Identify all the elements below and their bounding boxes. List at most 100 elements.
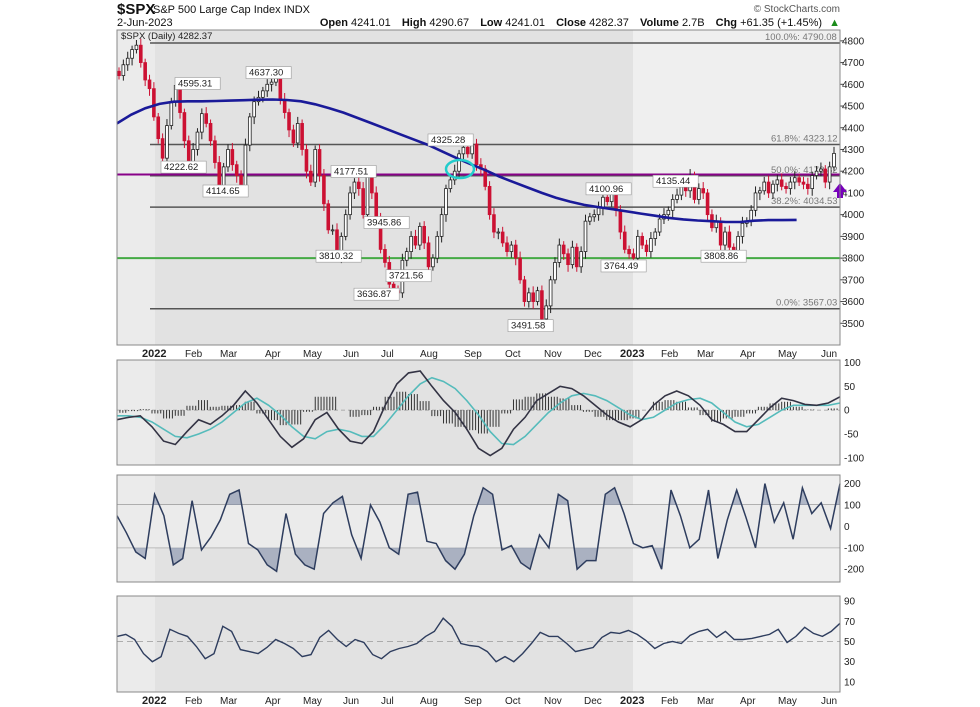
candle-body [422,225,426,244]
candle-body [797,177,801,183]
x-axis-label-bottom: Jul [381,696,394,707]
candle-body [544,305,549,320]
annotation-box [245,66,292,79]
candle-body [278,75,283,100]
candle-body [653,231,658,239]
candle-body [832,152,836,168]
candle-body [592,214,597,218]
price-annotation: 4595.31 [174,77,221,90]
cci-fill [117,483,840,572]
x-axis-label: Apr [740,349,756,360]
x-axis-label: May [778,349,797,360]
candle-body [566,253,570,266]
candle-body [570,246,575,266]
candle-body [313,149,317,183]
candle-body [125,57,130,66]
candle-body [130,49,134,59]
annotation-box [174,77,221,90]
x-axis-label-bottom: Feb [661,696,679,707]
candle-body [675,194,679,200]
candle-body [513,244,518,259]
y-tick-label: 3500 [842,319,865,330]
cci-tick-label: -100 [844,543,864,554]
macd-tick-label: 100 [844,358,861,369]
annotation-text: 4100.96 [589,184,623,195]
candle-body [636,235,640,259]
candle-body [605,196,610,203]
highlight-circle [444,158,476,180]
exchange-code: INDX [283,4,310,16]
copyright-notice[interactable]: © StockCharts.com [753,4,840,15]
candle-body [152,88,156,118]
candle-body [226,149,230,168]
candle-body [404,251,409,261]
annotation-box [585,182,632,196]
candle-body [801,181,806,185]
candle-body [309,170,313,183]
panel-border-cci [116,474,841,583]
x-axis-label: 2023 [620,348,644,360]
price-annotation: 3491.58 [507,319,554,333]
candle-body [640,235,644,246]
close-value: 4282.37 [589,17,629,29]
chart-header: $SPX S&P 500 Large Cap Index INDX 2-Jun-… [117,0,840,32]
x-axis-label-bottom: Oct [505,696,521,707]
candle-body [182,112,187,142]
candle-body [448,179,453,189]
candle-body [165,125,169,159]
candle-body [444,188,448,216]
candle-body [160,138,165,159]
candle-body [200,113,204,133]
candle-body [322,175,326,205]
candle-body [269,81,274,85]
candle-body [784,186,788,189]
candle-body [574,246,579,268]
x-axis-label-bottom: Apr [740,696,756,707]
y-tick-label: 4800 [842,36,865,47]
price-annotation: 4222.62 [160,160,207,174]
annotation-text: 3810.32 [319,251,353,262]
candle-body [561,244,566,255]
fib-label: 50.0%: 4178.82 [771,165,838,176]
candle-body [452,170,457,181]
annotation-text: 4637.30 [249,68,283,79]
candle-body [117,70,121,77]
annotation-box [202,184,249,198]
candle-body [522,279,527,302]
annotation-text: 3945.86 [367,218,401,229]
annotation-text: 4135.44 [656,176,690,187]
panel-border-macd [116,359,841,466]
index-name: S&P 500 Large Cap Index INDX [153,4,310,16]
annotation-box [427,133,474,147]
x-axis-label-bottom: Apr [265,696,281,707]
candle-body [295,123,300,144]
y-tick-label: 4000 [842,210,865,221]
candle-body [657,218,662,233]
candle-body [627,249,631,255]
change-value: +61.35 (+1.45%) [740,17,823,29]
year-2023-shade-rsi [633,596,840,692]
candle-body [779,179,784,187]
x-axis-label: Mar [220,349,238,360]
candle-body [631,253,636,259]
candle-body [723,231,727,246]
candle-body [383,249,387,263]
y-tick-label: 4100 [842,188,865,199]
x-axis-label-bottom: Mar [697,696,715,707]
ticker-symbol[interactable]: $SPX [117,1,156,18]
open-value: 4241.01 [351,17,391,29]
candle-body [553,262,557,281]
x-axis-label-bottom: 2023 [620,695,644,707]
x-axis-label-bottom: Aug [420,696,438,707]
x-axis-label: Oct [505,349,521,360]
volume-value: 2.7B [681,17,705,29]
quote-summary: Open 4241.01 High 4290.67 Low 4241.01 Cl… [312,17,840,29]
price-annotation: 4135.44 [652,174,699,188]
price-annotation: 3808.86 [700,249,747,263]
x-axis-label-bottom: Dec [584,696,602,707]
low-value: 4241.01 [505,17,546,29]
y-tick-label: 3800 [842,254,865,265]
candle-body [758,190,762,194]
rsi-tick-label: 10 [844,677,856,688]
